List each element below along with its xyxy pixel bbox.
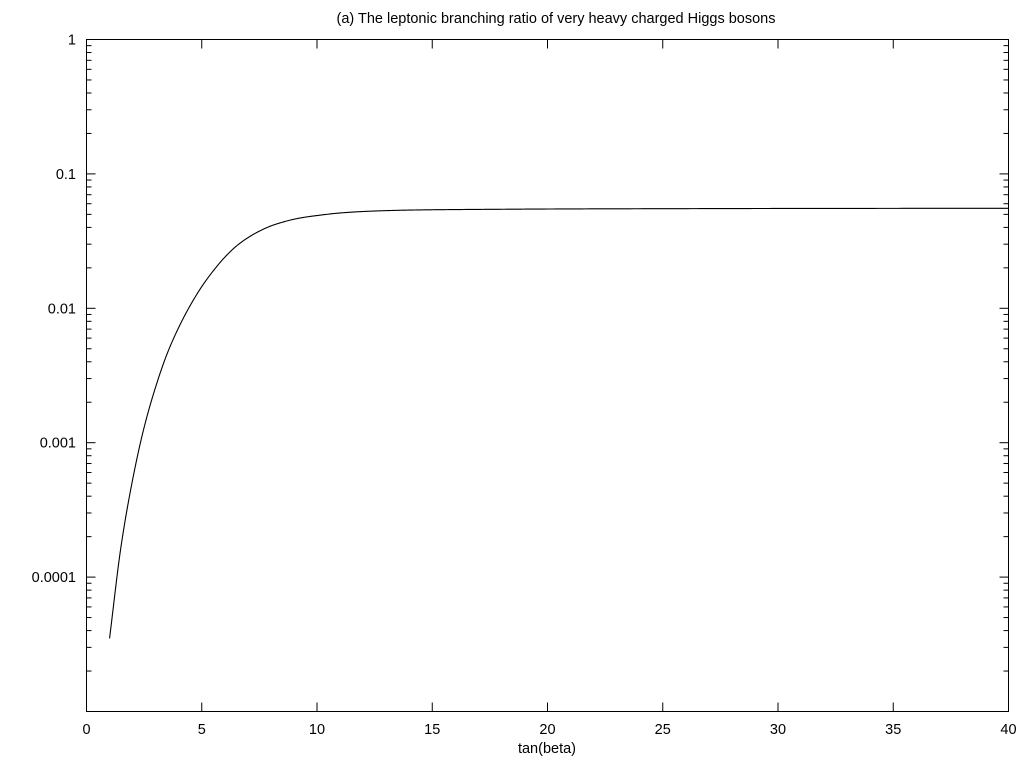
series-line-branching-ratio xyxy=(109,207,1009,639)
x-tick-label: 0 xyxy=(82,722,90,738)
plot-frame xyxy=(86,39,1009,712)
y-tick-label: 1 xyxy=(68,33,76,49)
x-tick-label: 20 xyxy=(539,722,555,738)
x-axis-label: tan(beta) xyxy=(518,741,576,757)
y-tick-label: 0.1 xyxy=(56,167,76,183)
x-tick-label: 30 xyxy=(770,722,786,738)
chart-title: (a) The leptonic branching ratio of very… xyxy=(336,11,775,27)
x-tick-label: 40 xyxy=(1000,722,1016,738)
x-tick-label: 10 xyxy=(309,722,325,738)
y-tick-label: 0.01 xyxy=(48,301,76,317)
y-tick-label: 0.0001 xyxy=(32,570,76,586)
x-tick-label: 5 xyxy=(198,722,206,738)
x-tick-label: 35 xyxy=(885,722,901,738)
y-tick-label: 0.001 xyxy=(40,436,76,452)
tick-labels: 0 5 10 15 20 25 30 35 40 1 0.1 0.01 0.001 0.0001 xyxy=(32,33,1017,739)
x-tick-label: 25 xyxy=(655,722,671,738)
x-tick-label: 15 xyxy=(424,722,440,738)
ticks xyxy=(86,39,1009,712)
